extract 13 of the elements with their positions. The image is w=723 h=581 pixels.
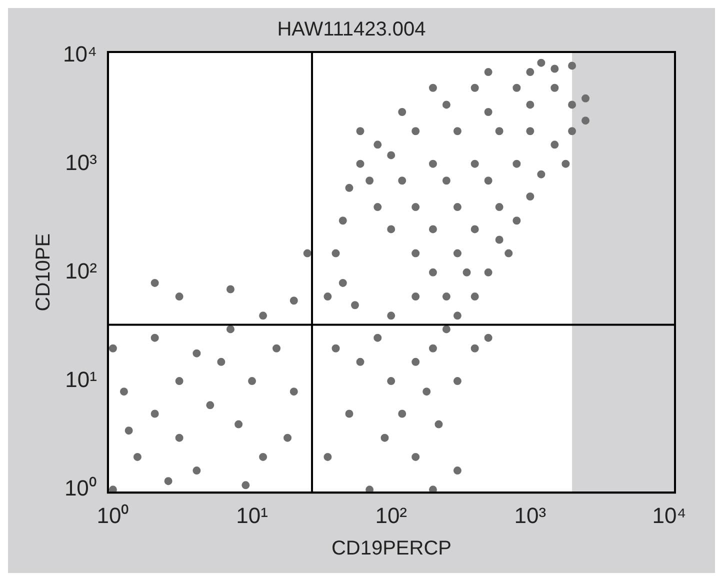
x-axis-title: CD19PERCP <box>331 538 452 560</box>
x-tick-label: 10¹ <box>236 502 268 528</box>
x-tick-label: 10⁰ <box>96 502 130 528</box>
y-tick-label: 10² <box>65 258 97 284</box>
x-tick-label: 10² <box>375 502 407 528</box>
y-tick-label: 10⁴ <box>62 41 97 66</box>
x-tick-label: 10³ <box>514 502 546 528</box>
chart-title: HAW111423.004 <box>277 18 426 41</box>
y-tick-label: 10⁰ <box>64 476 97 501</box>
y-tick-label: 10³ <box>65 150 97 175</box>
x-tick-label: 10⁴ <box>652 502 686 528</box>
y-tick-label: 10¹ <box>65 367 97 392</box>
y-axis-title: CD10PE <box>32 233 55 312</box>
